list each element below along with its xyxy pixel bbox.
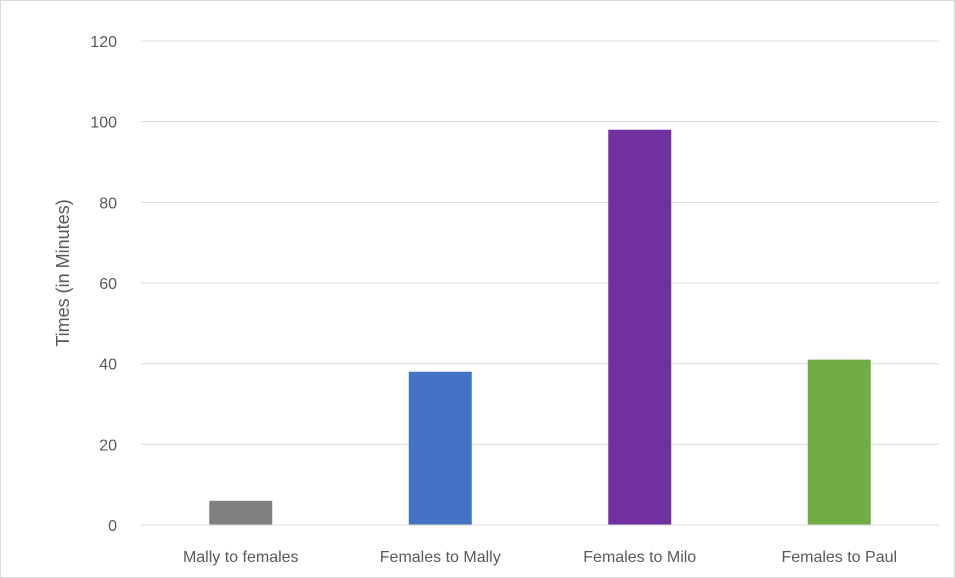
y-tick-label: 100 — [90, 115, 117, 132]
x-axis-labels: Mally to females Females to Mally Females … — [183, 549, 897, 566]
bars — [209, 130, 871, 525]
y-tick-label: 120 — [90, 34, 117, 51]
x-category-label: Females to Paul — [781, 549, 897, 566]
x-category-label: Females to Milo — [583, 549, 696, 566]
bar — [608, 130, 671, 525]
bar — [808, 360, 871, 525]
x-category-label: Females to Mally — [380, 549, 501, 566]
y-tick-label: 0 — [108, 518, 117, 535]
y-axis-title: Times (in Minutes) — [53, 199, 73, 346]
y-tick-label: 20 — [99, 437, 117, 454]
x-category-label: Mally to females — [183, 549, 299, 566]
y-tick-label: 60 — [99, 276, 117, 293]
bar — [409, 372, 472, 525]
bar — [209, 501, 272, 525]
y-tick-label: 80 — [99, 195, 117, 212]
y-axis-ticks: 0 20 40 60 80 100 120 — [90, 34, 117, 535]
y-tick-label: 40 — [99, 357, 117, 374]
